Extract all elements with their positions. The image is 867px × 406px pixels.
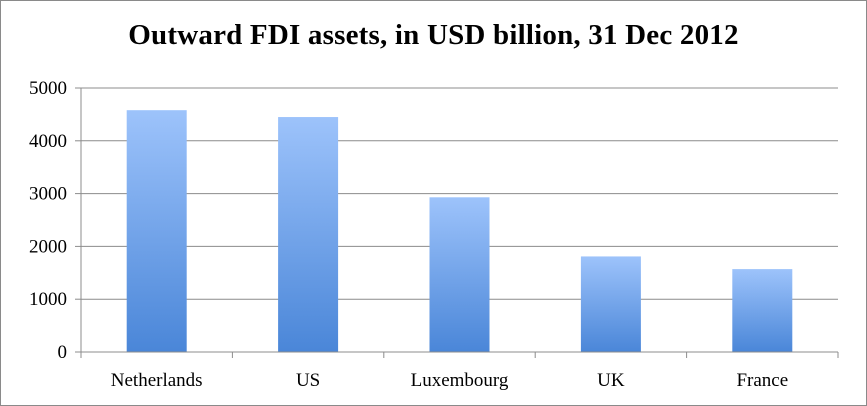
axes — [75, 87, 839, 358]
bar-uk — [580, 256, 641, 352]
y-tick-label: 1000 — [29, 289, 67, 310]
bars — [126, 110, 793, 353]
y-tick-label: 2000 — [29, 236, 67, 257]
bar-luxembourg — [429, 197, 490, 352]
tick-labels: 0 1000 2000 3000 4000 5000 Netherlands US Luxemb… — [29, 78, 788, 391]
bar-france — [732, 269, 793, 352]
x-tick-label: Luxembourg — [411, 370, 509, 391]
x-tick-label: US — [296, 370, 320, 391]
y-tick-label: 4000 — [29, 131, 67, 152]
y-tick-label: 0 — [58, 342, 68, 363]
x-tick-label: Netherlands — [111, 370, 203, 391]
y-tick-label: 3000 — [29, 184, 67, 205]
chart-title: Outward FDI assets, in USD billion, 31 D… — [128, 19, 739, 51]
x-tick-label: UK — [597, 370, 625, 391]
bar-us — [278, 117, 339, 352]
y-tick-label: 5000 — [29, 78, 67, 99]
bar-netherlands — [126, 110, 187, 353]
x-tick-label: France — [736, 370, 788, 391]
